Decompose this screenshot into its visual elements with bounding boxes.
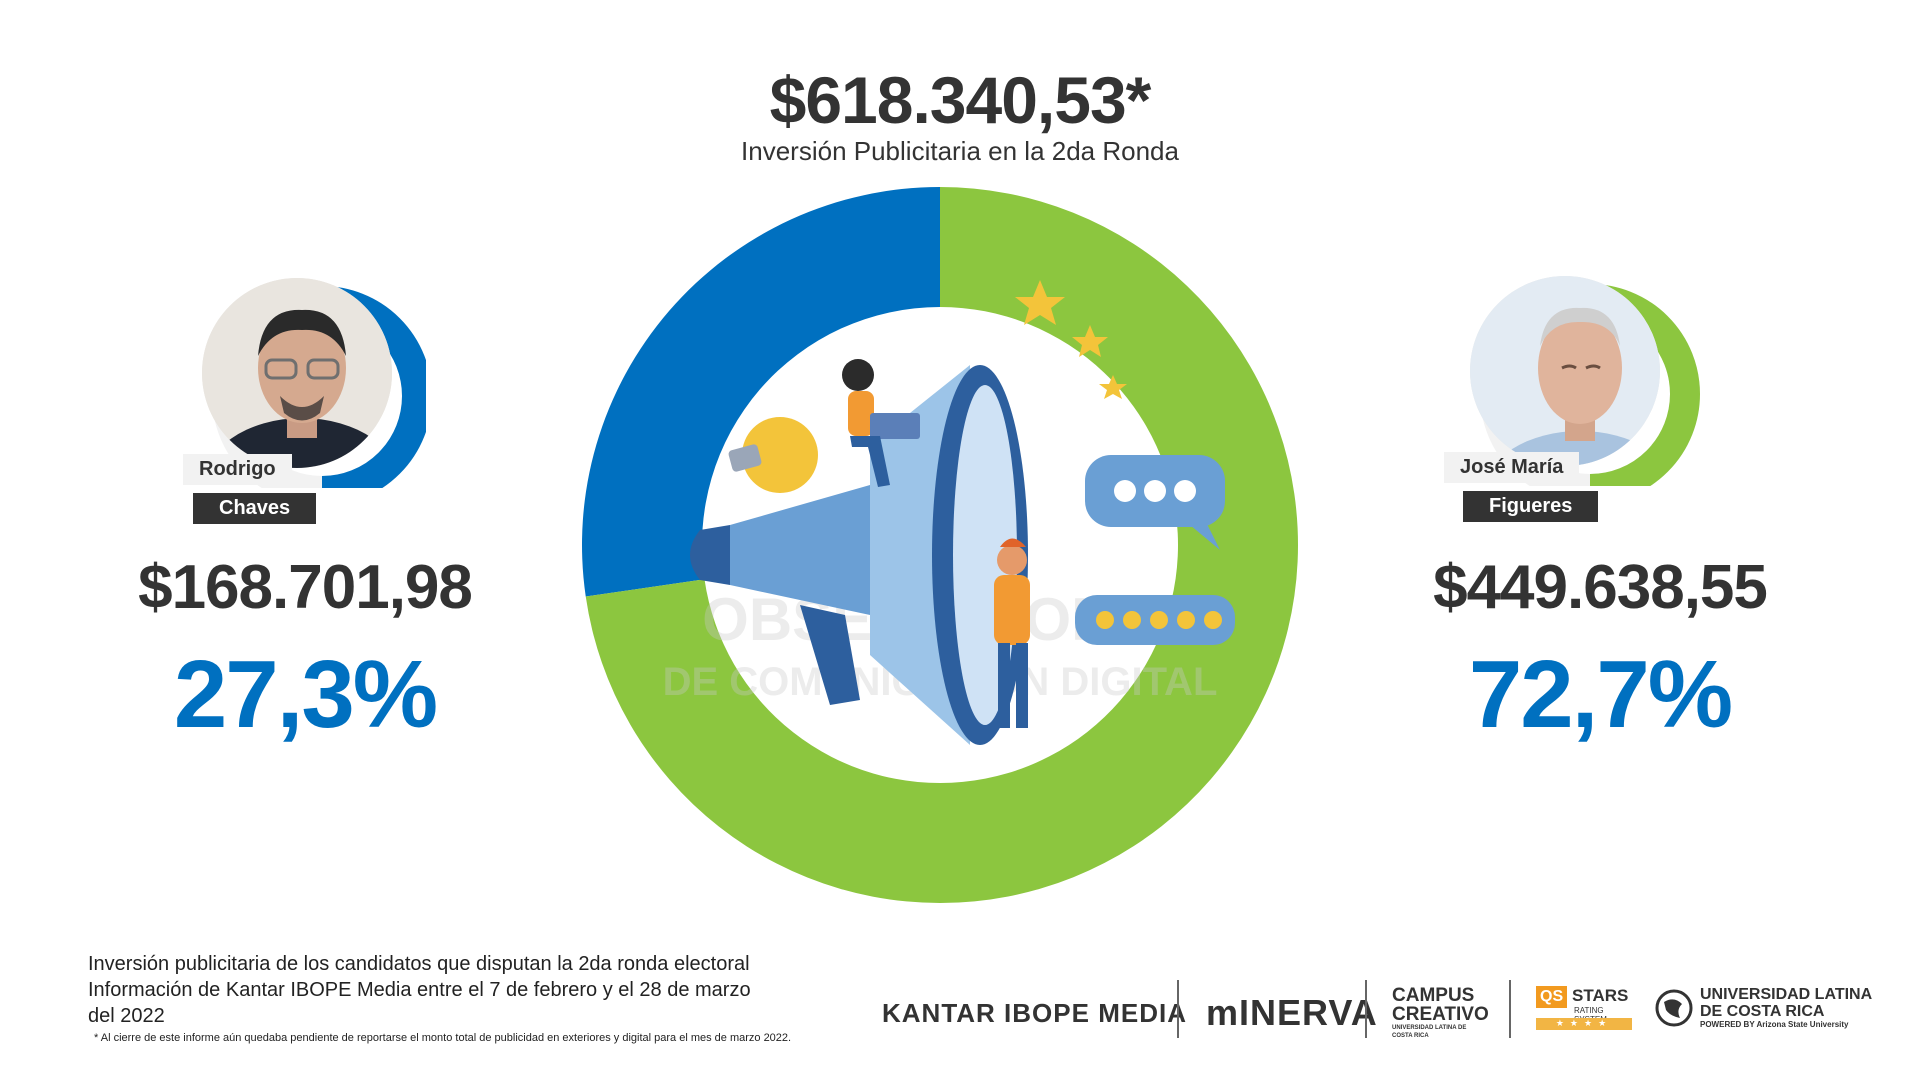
qs-stars-logo: QS STARS RATING SYSTEM ★★★★	[1536, 986, 1636, 1030]
avatar-figueres	[1470, 276, 1660, 466]
megaphone-illustration	[690, 280, 1235, 745]
qs-badge: QS	[1536, 986, 1568, 1008]
chart-subtitle: Inversión Publicitaria en la 2da Ronda	[741, 136, 1179, 166]
kantar-logo: KANTAR IBOPE MEDIA	[882, 998, 1187, 1028]
donut-chart: OBSERVATORIO DE COMUNICACIÓN DIGITAL	[582, 187, 1298, 904]
campus-line2: CREATIVO	[1392, 1004, 1489, 1025]
logo-separator-1	[1177, 980, 1179, 1038]
figueres-last-name: Figueres	[1463, 491, 1599, 522]
footnote: * Al cierre de este informe aún quedaba …	[94, 1032, 792, 1044]
chaves-amount: $168.701,98	[138, 553, 473, 622]
footer-line-1: Inversión publicitaria de los candidatos…	[88, 953, 750, 975]
ulatina-logo: UNIVERSIDAD LATINA DE COSTA RICA POWERED…	[1700, 986, 1872, 1030]
avatar-chaves	[202, 278, 392, 468]
logo-separator-3	[1509, 980, 1511, 1038]
footer-line-2: Información de Kantar IBOPE Media entre …	[88, 979, 751, 1001]
figueres-first-name: José María	[1444, 452, 1580, 483]
stars-rating-bar: ★★★★	[1536, 1018, 1632, 1030]
candidate-card-figueres	[1460, 256, 1700, 486]
total-investment: $618.340,53*	[769, 63, 1152, 137]
ulatina-line2: DE COSTA RICA	[1700, 1003, 1825, 1020]
donut-slice-figueres	[585, 187, 1298, 904]
globe-icon	[1654, 988, 1698, 1032]
chaves-percent: 27,3%	[173, 641, 438, 748]
stars-label: STARS	[1572, 986, 1629, 1005]
chaves-last-name: Chaves	[193, 493, 317, 524]
minerva-logo: mINERVA	[1206, 992, 1378, 1033]
candidate-card-chaves	[196, 258, 426, 488]
figueres-amount: $449.638,55	[1433, 553, 1768, 622]
donut-slices	[582, 187, 1298, 904]
donut-slice-chaves	[582, 187, 940, 597]
campus-line3: UNIVERSIDAD LATINA DE COSTA RICA	[1392, 1025, 1467, 1039]
figueres-percent: 72,7%	[1468, 641, 1733, 748]
ulatina-line3: POWERED BY Arizona State University	[1700, 1020, 1849, 1029]
ulatina-line1: UNIVERSIDAD LATINA	[1700, 986, 1873, 1003]
campus-creativo-logo: CAMPUS CREATIVO UNIVERSIDAD LATINA DE CO…	[1392, 986, 1489, 1040]
footer-line-3: del 2022	[88, 1005, 165, 1027]
campus-line1: CAMPUS	[1392, 985, 1475, 1006]
chaves-first-name: Rodrigo	[183, 454, 292, 485]
logo-separator-2	[1365, 980, 1367, 1038]
